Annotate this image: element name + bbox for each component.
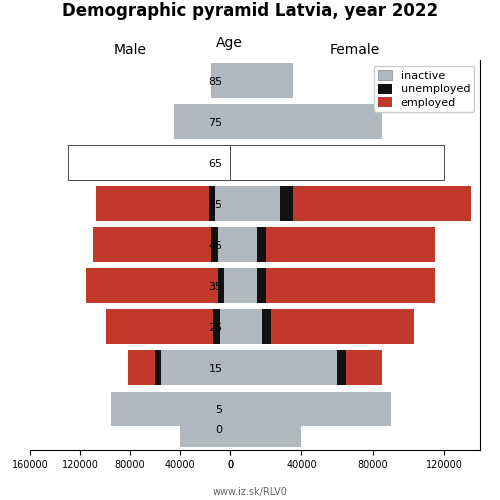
Bar — [230, 350, 337, 386]
Bar — [209, 186, 215, 221]
Bar — [230, 412, 302, 447]
Bar — [257, 228, 266, 262]
Bar — [224, 268, 230, 303]
Title: Male: Male — [114, 44, 146, 58]
Bar — [218, 228, 230, 262]
Bar — [230, 63, 292, 98]
Bar — [292, 186, 471, 221]
Bar — [68, 145, 230, 180]
Bar — [218, 268, 224, 303]
Bar — [220, 310, 230, 344]
Bar — [266, 228, 436, 262]
Bar — [180, 412, 230, 447]
Text: Demographic pyramid Latvia, year 2022: Demographic pyramid Latvia, year 2022 — [62, 2, 438, 21]
Bar — [230, 310, 262, 344]
Bar — [230, 392, 390, 426]
Bar — [266, 268, 436, 303]
Bar — [230, 145, 444, 180]
Text: Age: Age — [216, 36, 242, 50]
Bar — [257, 268, 266, 303]
Bar — [230, 228, 257, 262]
Text: www.iz.sk/RLV0: www.iz.sk/RLV0 — [212, 488, 288, 498]
Bar — [337, 350, 346, 386]
Bar — [230, 104, 382, 139]
Bar — [128, 350, 155, 386]
Bar — [346, 350, 382, 386]
Bar — [111, 392, 230, 426]
Bar — [280, 186, 292, 221]
Bar — [211, 228, 218, 262]
Bar — [271, 310, 414, 344]
Bar — [211, 63, 230, 98]
Bar — [174, 104, 230, 139]
Bar — [230, 186, 280, 221]
Title: Female: Female — [330, 44, 380, 58]
Legend: inactive, unemployed, employed: inactive, unemployed, employed — [374, 66, 474, 112]
Bar — [212, 310, 220, 344]
Bar — [215, 186, 230, 221]
Bar — [86, 268, 218, 303]
Bar — [96, 186, 209, 221]
Bar — [155, 350, 161, 386]
Bar — [92, 228, 211, 262]
Bar — [230, 268, 257, 303]
Bar — [106, 310, 212, 344]
Bar — [262, 310, 271, 344]
Bar — [161, 350, 230, 386]
